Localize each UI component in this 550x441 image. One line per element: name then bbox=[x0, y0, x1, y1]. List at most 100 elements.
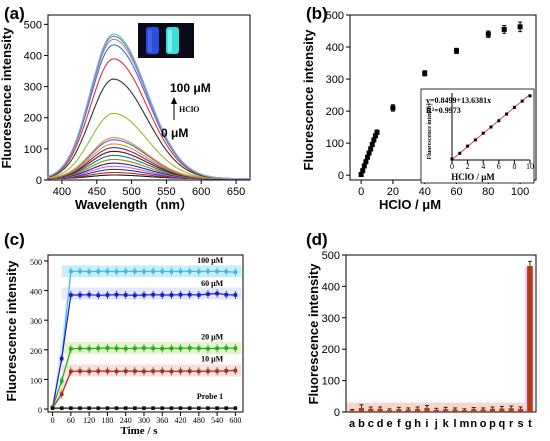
bar-o bbox=[480, 409, 486, 412]
y-axis-title: Fluorescence intensity bbox=[0, 27, 14, 169]
series-0-point-8 bbox=[123, 269, 128, 274]
a-y-tick-label: 300 bbox=[24, 82, 42, 94]
inset-point-10 bbox=[528, 94, 532, 98]
c-x-tick-label: 360 bbox=[156, 416, 168, 425]
d-y-tick-label: 500 bbox=[322, 250, 340, 262]
series-4-point-20 bbox=[233, 406, 238, 410]
b-x-tick-label: 0 bbox=[358, 186, 364, 198]
inset-point-9 bbox=[520, 99, 524, 103]
d-y-tick-label: 400 bbox=[322, 281, 340, 293]
series-4-point-13 bbox=[169, 406, 174, 410]
annotation-reagent: HClO bbox=[179, 105, 199, 114]
series-0-point-18 bbox=[215, 269, 219, 274]
fit-r-squared: R²=0.9973 bbox=[426, 106, 461, 115]
series-label-4: Probe 1 bbox=[197, 392, 223, 401]
series-1-point-18 bbox=[215, 291, 219, 296]
y-axis-title: Fluorescence intensity bbox=[301, 29, 316, 171]
data-point-1 bbox=[360, 168, 366, 174]
series-2-point-20 bbox=[233, 346, 238, 351]
a-x-tick-label: 550 bbox=[157, 186, 175, 198]
category-label-n: n bbox=[470, 418, 477, 430]
panel-c-label: (c) bbox=[4, 230, 25, 249]
series-1-point-14 bbox=[178, 292, 183, 297]
category-label-t: t bbox=[528, 418, 532, 430]
series-3-point-1 bbox=[59, 392, 64, 397]
series-3-point-19 bbox=[224, 369, 229, 373]
a-plot-frame bbox=[47, 14, 251, 181]
series-2-point-4 bbox=[87, 346, 91, 351]
series-4-point-6 bbox=[105, 406, 110, 410]
series-4-point-0 bbox=[50, 406, 55, 410]
series-1-point-15 bbox=[187, 292, 192, 297]
c-x-tick-label: 60 bbox=[67, 416, 75, 425]
series-0-point-15 bbox=[187, 269, 192, 274]
series-3-point-11 bbox=[151, 369, 155, 373]
b-x-tick-label: 20 bbox=[387, 186, 399, 198]
category-label-s: s bbox=[517, 418, 523, 430]
series-3-point-7 bbox=[114, 369, 119, 374]
c-x-tick-label: 600 bbox=[229, 416, 241, 425]
series-1-point-4 bbox=[87, 292, 91, 297]
series-0-point-7 bbox=[114, 269, 119, 274]
data-point-4 bbox=[364, 154, 370, 160]
series-4-point-1 bbox=[59, 406, 64, 410]
data-point-5 bbox=[366, 150, 372, 156]
series-4-point-4 bbox=[87, 406, 91, 410]
c-y-tick-label: 500 bbox=[30, 258, 42, 267]
bar-f bbox=[396, 409, 402, 412]
series-2-point-13 bbox=[169, 346, 174, 351]
category-label-p: p bbox=[489, 418, 496, 430]
data-point-6 bbox=[368, 146, 374, 152]
series-2-point-7 bbox=[114, 346, 119, 351]
inset-box bbox=[420, 88, 535, 184]
series-2-point-15 bbox=[187, 346, 192, 350]
category-label-c: c bbox=[368, 418, 374, 430]
bar-q bbox=[499, 408, 505, 412]
c-x-tick-label: 0 bbox=[51, 416, 55, 425]
panel-a-label: (a) bbox=[4, 4, 25, 23]
series-1-point-1 bbox=[59, 356, 64, 361]
series-3-point-14 bbox=[178, 369, 183, 373]
data-point-11 bbox=[390, 105, 396, 111]
c-y-tick-label: 100 bbox=[30, 376, 42, 385]
a-y-tick-label: 200 bbox=[24, 113, 42, 125]
a-y-tick-label: 500 bbox=[24, 19, 42, 31]
c-x-tick-label: 300 bbox=[138, 416, 150, 425]
series-label-0: 100 μM bbox=[197, 256, 224, 265]
bar-b bbox=[358, 407, 365, 412]
bar-d bbox=[377, 408, 383, 412]
data-point-14 bbox=[485, 31, 491, 37]
b-x-tick-label: 100 bbox=[511, 186, 529, 198]
series-0-point-11 bbox=[151, 269, 155, 274]
series-2-point-19 bbox=[224, 346, 229, 350]
b-x-tick-label: 80 bbox=[482, 186, 494, 198]
x-axis-title: Time / s bbox=[120, 425, 158, 437]
series-2-point-6 bbox=[105, 346, 110, 350]
series-4-point-5 bbox=[96, 406, 101, 410]
b-x-tick-label: 40 bbox=[419, 186, 431, 198]
series-3-point-17 bbox=[206, 369, 210, 373]
series-3-point-15 bbox=[187, 369, 192, 373]
series-4-point-8 bbox=[123, 406, 128, 410]
y-axis-title: Fluorescence intensity bbox=[4, 260, 19, 402]
b-inset-x-tick-label: 2 bbox=[466, 162, 470, 171]
inset-point-7 bbox=[505, 112, 509, 116]
category-label-r: r bbox=[509, 418, 514, 430]
inset-y-axis-title: Fluorescence intensity bbox=[427, 103, 433, 160]
series-0-point-19 bbox=[224, 269, 229, 274]
d-y-tick-label: 100 bbox=[322, 376, 340, 388]
series-0-point-13 bbox=[169, 269, 174, 274]
panel-b: (b) HClO / μM Fluorescence intensity 0 10… bbox=[301, 4, 537, 212]
category-label-g: g bbox=[405, 418, 412, 430]
data-point-2 bbox=[361, 163, 367, 169]
series-0-point-2 bbox=[69, 269, 73, 274]
a-y-tick-label: 100 bbox=[24, 144, 42, 156]
b-inset-x-tick-label: 10 bbox=[526, 162, 534, 171]
category-label-k: k bbox=[443, 418, 450, 430]
b-x-tick-label: 60 bbox=[450, 186, 462, 198]
series-4-point-18 bbox=[215, 406, 219, 410]
vial-left-highlight bbox=[148, 30, 152, 52]
series-2-point-16 bbox=[197, 346, 201, 351]
category-label-j: j bbox=[434, 418, 438, 430]
spectrum-line-18 bbox=[47, 33, 250, 180]
